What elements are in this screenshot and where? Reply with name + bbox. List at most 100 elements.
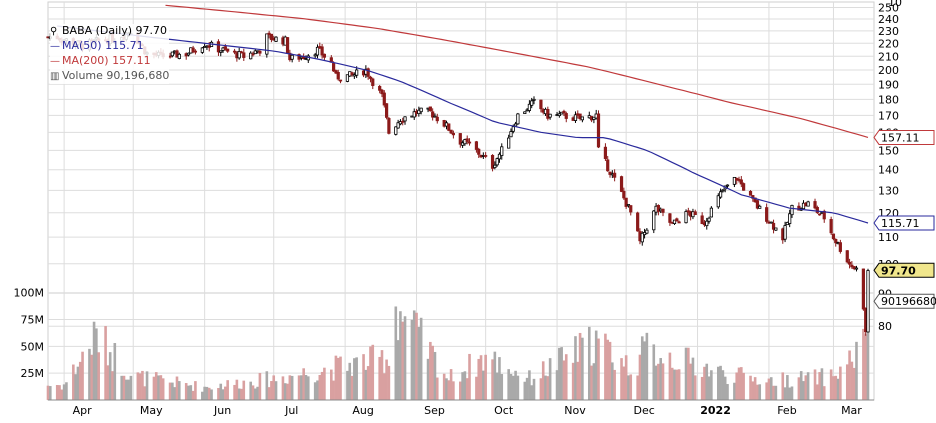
ma50-badge-label: 115.71: [881, 217, 920, 230]
volume-bar: [737, 367, 741, 400]
volume-bar: [797, 377, 801, 400]
volume-bar: [670, 367, 674, 400]
volume-bar: [498, 357, 501, 400]
x-tick-label: Oct: [494, 404, 514, 417]
volume-bar: [125, 379, 128, 400]
candle-body: [433, 115, 437, 118]
candle-body: [371, 78, 375, 86]
candle-body: [783, 225, 787, 240]
volume-bar: [735, 372, 739, 400]
volume-bar: [622, 366, 626, 400]
candle-body: [490, 154, 495, 169]
volume-tick-label: 100M: [14, 287, 45, 300]
volume-bar: [684, 347, 688, 400]
candle-body: [619, 176, 624, 192]
volume-bar: [189, 385, 193, 400]
candle-body: [177, 53, 181, 59]
legend-ma50: — MA(50) 115.71: [50, 39, 169, 54]
candle-body: [249, 52, 253, 60]
volume-bar: [721, 370, 725, 400]
candle-body: [861, 268, 865, 310]
price-tick-label: 210: [878, 50, 899, 63]
volume-bar: [145, 371, 149, 400]
volume-bar: [399, 311, 402, 400]
volume-bar: [733, 382, 736, 400]
volume-bar: [661, 363, 665, 400]
candle-body: [557, 113, 561, 117]
candle-body: [845, 250, 849, 263]
volume-bar: [852, 367, 856, 400]
candle-body: [345, 74, 350, 82]
price-tick-label: 220: [878, 37, 899, 50]
candle-body: [265, 33, 269, 55]
candle-body: [350, 72, 354, 76]
volume-bar: [177, 381, 181, 400]
candle-body: [661, 208, 665, 213]
price-tick-label: 230: [878, 25, 899, 38]
volume-bar: [346, 370, 349, 400]
volume-bar: [677, 369, 681, 400]
legend-ticker: ⚲ BABA (Daily) 97.70: [50, 24, 169, 39]
volume-bar: [590, 365, 593, 400]
volume-bar: [254, 388, 257, 400]
candle-body: [285, 37, 290, 54]
candle-body: [739, 179, 743, 185]
candle-body: [562, 110, 566, 114]
candle-body: [755, 200, 760, 209]
candle-body: [718, 191, 723, 198]
volume-bar: [806, 372, 810, 400]
volume-bar: [297, 375, 301, 400]
candle-body: [624, 197, 628, 207]
volume-bar: [159, 375, 163, 400]
price-tick-label: 110: [878, 231, 899, 244]
volume-bar: [237, 388, 241, 400]
candle-body: [493, 164, 497, 169]
volume-bar: [587, 326, 591, 400]
volume-bar: [92, 321, 96, 400]
candle-body: [428, 106, 432, 112]
volume-bar: [431, 345, 434, 400]
volume-bar: [219, 383, 223, 400]
volume-bar: [55, 384, 59, 400]
volume-bar: [765, 382, 768, 400]
x-tick-label: Mar: [841, 404, 862, 417]
volume-bar: [611, 362, 614, 400]
candle-body: [193, 50, 198, 53]
volume-badge-label: 90196680: [881, 295, 936, 308]
ma200-badge-box: [873, 129, 935, 145]
candle-body: [226, 48, 230, 52]
candle-body: [771, 222, 776, 230]
volume-bar: [829, 369, 833, 400]
candle-body: [237, 51, 241, 59]
volume-bar: [429, 341, 432, 400]
volume-bar: [62, 384, 66, 400]
volume-bar: [366, 366, 370, 400]
candle-body: [290, 54, 294, 60]
candle-body: [530, 100, 534, 106]
volume-bar: [845, 364, 849, 400]
volume-bar: [256, 386, 259, 400]
volume-bar: [348, 362, 352, 400]
volume-bar: [449, 369, 453, 400]
volume-bar: [804, 375, 808, 400]
volume-bar: [477, 358, 481, 400]
candle-body: [447, 123, 451, 131]
volume-bar: [544, 375, 547, 400]
candle-body: [419, 107, 423, 113]
volume-bar: [484, 354, 487, 400]
volume-bar: [528, 370, 531, 400]
volume-bar: [330, 369, 333, 400]
candle-body: [191, 47, 195, 53]
volume-bar: [120, 375, 124, 400]
price-tick-label: 140: [878, 164, 899, 177]
volume-bar: [88, 348, 91, 400]
candle-body: [603, 146, 608, 159]
volume-bar: [839, 366, 842, 400]
volume-bar: [608, 341, 612, 400]
bar-icon: ▥: [50, 71, 60, 82]
volume-bar: [281, 376, 285, 400]
volume-bar: [323, 367, 326, 400]
candle-body: [636, 212, 640, 232]
volume-bar: [558, 347, 561, 400]
candle-body: [834, 238, 838, 244]
